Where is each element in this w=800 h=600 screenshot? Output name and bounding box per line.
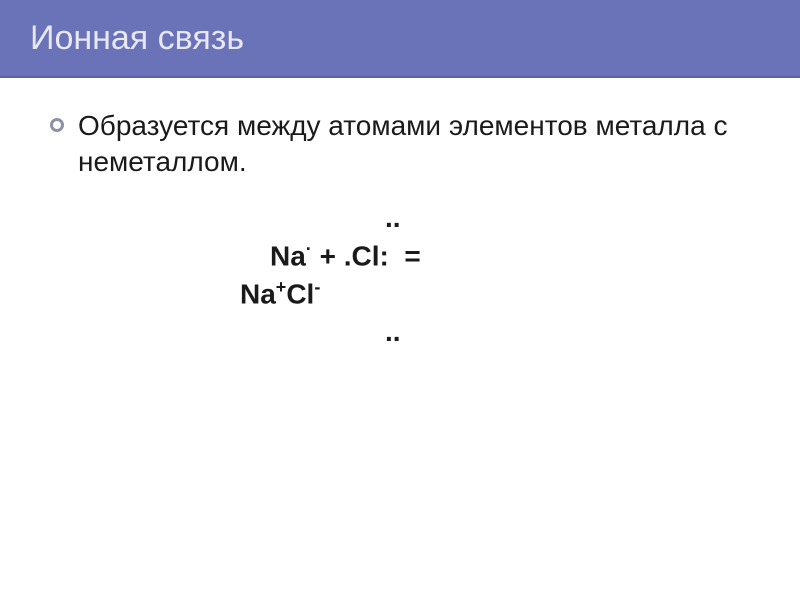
formula-block: ..Na· + .Cl: = Na+Cl-..	[220, 199, 760, 351]
slide-container: Ионная связь Образуется между атомами эл…	[0, 0, 800, 600]
formula-dots-top: ..	[385, 199, 760, 237]
slide-title: Ионная связь	[30, 19, 244, 58]
formula-mid1: + .Cl: =	[312, 240, 499, 271]
formula-sup3: -	[314, 277, 320, 297]
formula-line-2: Na+Cl-	[240, 275, 760, 313]
bullet-icon	[50, 118, 64, 132]
formula-cl2: Cl	[286, 278, 314, 309]
formula-dots-bottom: ..	[385, 313, 760, 351]
bullet-item: Образуется между атомами элементов метал…	[50, 108, 760, 181]
content-area: Образуется между атомами элементов метал…	[0, 78, 800, 351]
title-bar: Ионная связь	[0, 0, 800, 78]
bullet-text: Образуется между атомами элементов метал…	[78, 108, 760, 181]
formula-na2: Na	[240, 278, 276, 309]
formula-line-1: Na· + .Cl: =	[270, 237, 760, 275]
formula-na1: Na	[270, 240, 306, 271]
formula-sup2: +	[276, 277, 287, 297]
